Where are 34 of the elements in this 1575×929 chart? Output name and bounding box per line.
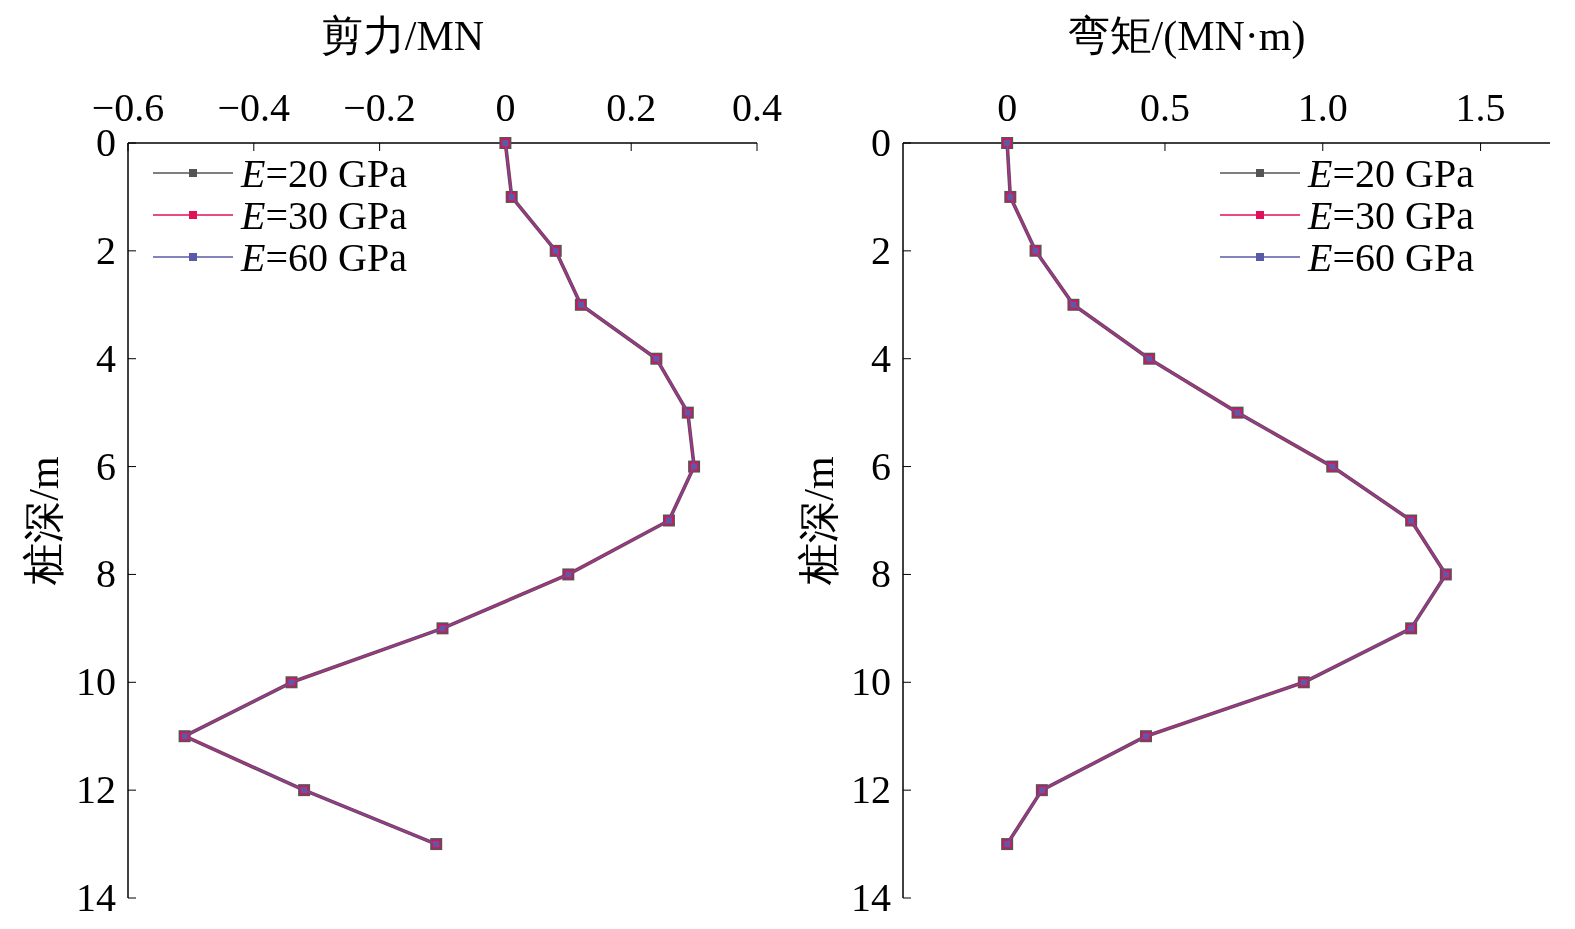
y-tick-label: 4	[96, 335, 116, 381]
y-tick-label: 2	[96, 227, 116, 273]
legend-label: E=30 GPa	[1307, 193, 1475, 238]
legend-label: E=20 GPa	[1307, 151, 1475, 196]
y-axis-title: 桩深/m	[796, 456, 842, 586]
y-tick-label: 14	[76, 875, 116, 920]
y-tick-label: 8	[96, 551, 116, 597]
y-tick-label: 10	[851, 659, 891, 705]
y-tick-label: 14	[851, 875, 891, 920]
x-tick-label: 1.5	[1455, 85, 1506, 130]
legend-label: E=60 GPa	[1307, 235, 1475, 280]
y-tick-label: 4	[871, 335, 891, 381]
y-tick-label: 6	[96, 443, 116, 489]
y-tick-label: 6	[871, 443, 891, 489]
x-tick-label: 0.5	[1139, 85, 1190, 130]
x-tick-label: 0	[495, 85, 516, 130]
x-axis-title: 剪力/MN	[320, 13, 485, 59]
x-axis-title: 弯矩/(MN·m)	[1067, 13, 1306, 60]
x-tick-label: −0.4	[217, 85, 291, 130]
legend-label: E=20 GPa	[240, 151, 408, 196]
y-tick-label: 12	[76, 767, 116, 813]
y-tick-label: 10	[76, 659, 116, 705]
legend-label: E=30 GPa	[240, 193, 408, 238]
y-axis-title: 桩深/m	[21, 456, 67, 586]
x-tick-label: 1.0	[1297, 85, 1348, 130]
y-tick-label: 12	[851, 767, 891, 813]
y-tick-label: 0	[871, 120, 891, 165]
y-tick-label: 2	[871, 227, 891, 273]
x-tick-label: −0.2	[343, 85, 416, 130]
x-tick-label: 0.2	[606, 85, 657, 130]
x-tick-label: 0	[997, 85, 1018, 130]
y-tick-label: 8	[871, 551, 891, 597]
x-tick-label: 0.4	[732, 85, 782, 130]
legend-label: E=60 GPa	[240, 235, 408, 280]
